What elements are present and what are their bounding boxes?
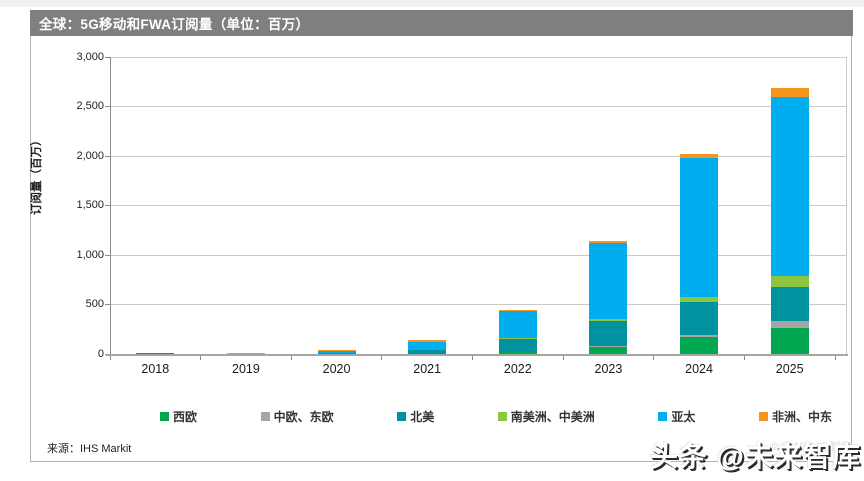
bar-segment [680,157,719,298]
legend-item: 南美洲、中美洲 [497,408,595,425]
x-tick-mark [653,356,655,360]
bar-segment [770,96,809,277]
gridline [110,304,846,305]
x-tick-mark [200,356,202,360]
bar-segment [408,342,447,350]
y-axis-line [110,57,111,355]
x-category-label: 2021 [413,362,442,376]
bar-segment [498,351,537,354]
bar-segment [136,352,175,354]
bar-segment [589,345,628,347]
y-tick-mark [105,106,110,107]
bar-segment [226,353,265,354]
legend-swatch-icon [260,411,270,421]
legend-swatch-icon [658,411,668,421]
x-tick-mark [290,356,292,360]
plot-right-border [846,57,847,354]
chart-title-bar: 全球：5G移动和FWA订阅量（单位：百万） [30,10,853,36]
legend-swatch-icon [160,411,169,421]
bar-segment [770,87,809,97]
legend-label: 南美洲、中美洲 [510,409,595,424]
bar-segment [408,349,447,354]
chart-title: 全球：5G移动和FWA订阅量（单位：百万） [39,17,310,32]
y-tick-mark [105,155,110,157]
bar-segment [589,318,628,321]
legend-swatch-icon [397,411,407,421]
x-tick-mark [472,356,473,360]
y-tick-mark [105,205,110,206]
y-tick-label: 2,000 [76,149,104,162]
legend-item: 亚太 [658,408,695,425]
bar-segment [770,276,809,287]
y-tick-label: 500 [85,298,104,310]
legend-item: 西欧 [160,408,197,425]
bar-segment [680,334,719,338]
bar-segment [317,351,356,353]
legend-item: 北美 [397,408,434,425]
x-tick-mark [109,356,111,360]
y-tick-label: 1,500 [76,199,104,211]
x-category-label: 2025 [775,362,804,376]
watermark-toutiao: 头条 @未来智库 [649,441,861,472]
legend-swatch-icon [497,411,507,421]
y-tick-label: 2,500 [76,100,104,112]
bar-segment [680,297,719,302]
x-tick-mark [381,356,383,360]
x-axis-line [106,354,848,356]
legend-label: 亚太 [671,409,696,424]
bar-segment [498,311,537,339]
x-tick-mark [562,356,564,360]
bar-segment [498,310,537,312]
gridline [110,106,846,107]
x-category-label: 2019 [232,362,260,376]
legend-label: 中欧、东欧 [273,409,334,424]
bar-segment [317,352,356,354]
bar-segment [408,340,447,343]
bar-segment [498,338,537,352]
window-top-strip [0,0,864,7]
legend-label: 西欧 [173,409,198,424]
copyright-faint-text: © 2019 IHS 智库 [769,441,852,453]
legend-item: 中欧、东欧 [260,408,334,425]
bar-segment [770,321,809,328]
y-tick-label: 0 [97,347,104,360]
y-tick-label: 3,000 [76,50,104,63]
x-category-label: 2020 [322,362,351,376]
x-category-label: 2024 [685,362,713,376]
bar-segment [589,243,628,319]
bar-segment [498,338,537,339]
bar-segment [680,302,719,335]
bar-segment [770,286,809,322]
x-category-label: 2022 [503,362,532,376]
x-tick-mark [834,356,836,360]
gridline [110,254,846,256]
x-tick-mark [743,356,745,360]
y-tick-mark [105,56,110,58]
legend-swatch-icon [758,411,768,421]
bar-segment [589,320,628,346]
bar-segment [680,337,719,354]
y-tick-label: 1,000 [76,248,104,261]
bar-segment [317,349,356,352]
legend-item: 非洲、中东 [758,408,832,425]
x-category-label: 2023 [594,362,623,376]
bar-segment [680,154,719,158]
bar-segment [770,327,809,354]
legend-label: 非洲、中东 [771,409,832,424]
x-category-label: 2018 [141,362,170,376]
y-tick-mark [105,254,110,256]
bar-segment [589,241,628,244]
chart-legend: 西欧 中欧、东欧 北美 南美洲、中美洲 亚太 非洲、中东 [160,407,832,425]
gridline [110,56,846,58]
bar-segment [589,346,628,354]
legend-label: 北美 [410,409,435,424]
source-note: 来源：IHS Markit [47,443,132,455]
bar-segment [226,352,265,354]
gridline [110,155,846,157]
y-tick-mark [105,304,110,305]
gridline [110,205,846,206]
